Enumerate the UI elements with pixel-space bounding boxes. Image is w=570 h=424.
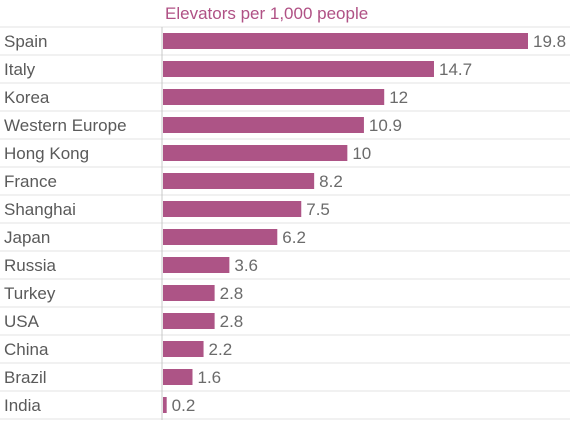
category-label: Hong Kong (4, 144, 89, 163)
data-label: 2.8 (220, 284, 244, 303)
data-label: 14.7 (439, 60, 472, 79)
data-label: 3.6 (234, 256, 258, 275)
data-label: 19.8 (533, 32, 566, 51)
bar (163, 229, 278, 245)
category-label: Western Europe (4, 116, 127, 135)
bar (163, 33, 528, 49)
data-label: 2.2 (209, 340, 233, 359)
category-label: France (4, 172, 57, 191)
bar (163, 313, 215, 329)
category-label: Japan (4, 228, 50, 247)
bar (163, 397, 167, 413)
category-label: Russia (4, 256, 57, 275)
value-labels: 19.8 14.7 12 10.9 10 8.2 7.56.2 3.6 2.8 2.8 2.2 1.6… (172, 32, 566, 415)
bar (163, 173, 315, 189)
data-label: 2.8 (220, 312, 244, 331)
bar (163, 341, 204, 357)
data-label: 0.2 (172, 396, 196, 415)
category-label: China (4, 340, 49, 359)
category-label: India (4, 396, 41, 415)
category-label: Italy (4, 60, 36, 79)
data-label: 7.5 (306, 200, 330, 219)
data-label: 10.9 (369, 116, 402, 135)
bar (163, 285, 215, 301)
data-label: 8.2 (319, 172, 343, 191)
data-label: 6.2 (282, 228, 306, 247)
category-label: USA (4, 312, 40, 331)
chart-title: Elevators per 1,000 people (165, 4, 369, 23)
category-label: Spain (4, 32, 47, 51)
category-label: Shanghai (4, 200, 76, 219)
bar (163, 201, 302, 217)
grid-lines (0, 26, 570, 420)
data-label: 1.6 (197, 368, 221, 387)
category-labels: Spain Italy Korea Western Europe Hong Kong Fr… (4, 32, 127, 415)
bar (163, 145, 348, 161)
bar (163, 257, 230, 273)
bar (163, 117, 364, 133)
bar (163, 89, 385, 105)
data-label: 12 (389, 88, 408, 107)
category-label: Turkey (4, 284, 56, 303)
bar (163, 369, 193, 385)
category-label: Brazil (4, 368, 47, 387)
bar-series (163, 33, 528, 413)
data-label: 10 (352, 144, 371, 163)
category-label: Korea (4, 88, 50, 107)
bar (163, 61, 434, 77)
